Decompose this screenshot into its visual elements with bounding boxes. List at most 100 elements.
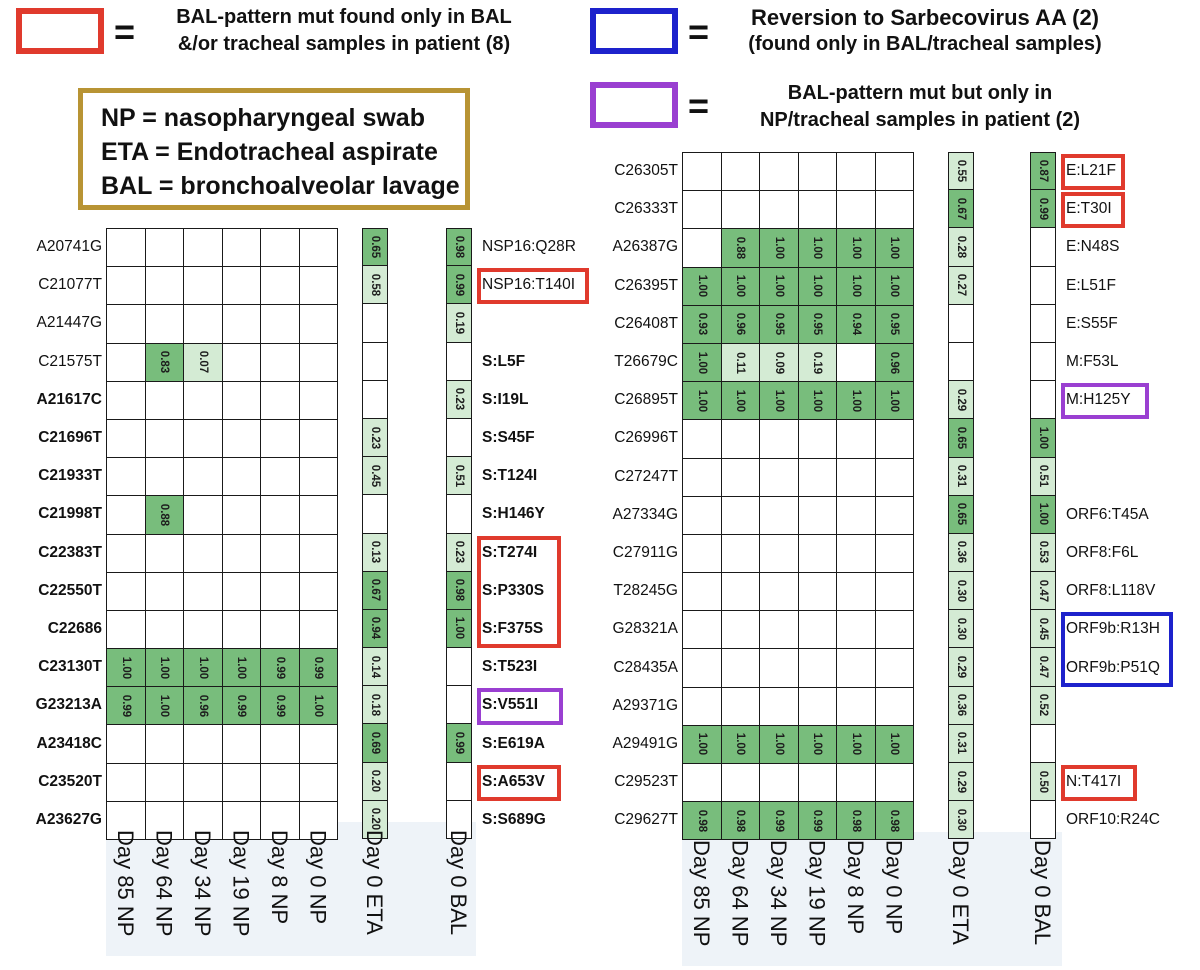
np-cell	[874, 190, 914, 230]
np-cell: 1.00	[682, 381, 722, 421]
left-axis-background	[106, 822, 476, 956]
legend-purple-text: BAL-pattern mut but only in NP/tracheal …	[710, 80, 1130, 134]
nt-mutation-label: C29523T	[614, 773, 678, 791]
np-cell	[298, 724, 338, 764]
np-cell: 0.96	[183, 686, 223, 726]
np-cell: 1.00	[682, 724, 722, 765]
cell-value: 0.30	[955, 579, 967, 602]
grid-row	[682, 686, 914, 726]
np-cell	[797, 495, 837, 535]
eta-cell: 0.30	[948, 572, 974, 611]
cell-value: 0.18	[369, 693, 381, 717]
cell-value: 0.23	[453, 540, 465, 564]
cell-value: 1.00	[695, 389, 708, 412]
np-cell	[183, 266, 223, 306]
bal-cell: 0.99	[446, 724, 472, 763]
column-header: Day 0 BAL	[1030, 840, 1055, 946]
eta-cell	[362, 380, 388, 419]
aa-mutation-label: ORF10:R24C	[1066, 811, 1160, 829]
bal-cell: 0.23	[446, 380, 472, 419]
bal-cell: 1.00	[1030, 419, 1056, 458]
np-cell	[720, 686, 760, 726]
np-cell: 0.88	[144, 495, 184, 535]
column-header: Day 0 BAL	[446, 830, 471, 936]
cell-value: 1.00	[1037, 503, 1049, 526]
np-cell	[759, 457, 799, 497]
np-cell	[183, 762, 223, 802]
np-cell	[260, 342, 300, 382]
cell-value: 0.45	[1037, 617, 1049, 641]
grid-row	[106, 533, 338, 573]
cell-value: 0.23	[369, 426, 381, 449]
np-cell: 1.00	[759, 228, 799, 268]
nt-mutation-label: A29491G	[612, 735, 679, 752]
np-cell	[144, 571, 184, 611]
cell-value: 1.00	[888, 733, 901, 756]
cell-value: 0.19	[453, 311, 465, 335]
legend-blue-line1: Reversion to Sarbecovirus AA (2)	[750, 5, 1100, 30]
aa-mutation-label: S:T124I	[482, 467, 538, 485]
np-cell	[298, 380, 338, 420]
grid-row	[682, 151, 914, 192]
highlight-purple-box	[477, 688, 563, 725]
cell-value: 0.30	[955, 808, 967, 831]
nt-mutation-label: C27247T	[614, 467, 678, 485]
eta-cell: 0.65	[948, 419, 974, 458]
column-header: Day 85 NP	[113, 830, 138, 937]
bal-cell	[446, 762, 472, 801]
bal-cell	[1030, 724, 1056, 763]
bal-cell: 0.99	[446, 266, 472, 305]
np-cell	[144, 418, 184, 459]
aa-mutation-label: S:L5F	[482, 352, 526, 370]
legend-blue-swatch	[590, 8, 678, 54]
np-cell	[797, 648, 837, 688]
eta-cell: 0.55	[948, 152, 974, 191]
cell-value: 0.67	[369, 579, 381, 602]
grid-row	[682, 648, 914, 688]
np-cell	[298, 342, 338, 382]
np-cell	[298, 609, 338, 650]
np-cell: 0.94	[836, 304, 876, 344]
eta-cell: 0.27	[948, 266, 974, 305]
np-cell	[797, 762, 837, 803]
np-cell	[183, 800, 223, 841]
np-cell	[260, 533, 300, 573]
cell-value: 0.52	[1037, 694, 1049, 717]
cell-value: 0.96	[734, 313, 747, 336]
highlight-red-box	[1061, 765, 1137, 802]
bal-cell: 0.50	[1030, 763, 1056, 802]
np-cell	[298, 304, 338, 344]
np-cell	[298, 266, 338, 306]
cell-value: 0.95	[772, 313, 785, 336]
np-cell: 0.83	[144, 342, 184, 382]
right-panel-np-grid: 0.88 1.00 1.00 1.00 1.00 1.00 1.00 1.00 1.00 1.00…	[682, 151, 914, 841]
np-cell	[759, 151, 799, 192]
np-cell	[759, 572, 799, 612]
bal-cell: 0.98	[446, 228, 472, 267]
np-cell	[682, 572, 722, 612]
definition-bal: BAL = bronchoalveolar lavage	[101, 172, 460, 200]
np-cell	[221, 227, 261, 268]
np-cell	[797, 419, 837, 459]
aa-mutation-label: S:S689G	[482, 811, 546, 828]
np-cell	[874, 610, 914, 650]
np-cell	[221, 533, 261, 573]
np-cell	[874, 572, 914, 612]
eta-cell	[362, 495, 388, 534]
bal-cell: 0.47	[1030, 648, 1056, 687]
aa-mutation-label: ORF8:F6L	[1066, 544, 1139, 561]
aa-mutation-label: NSP16:T140I	[482, 276, 576, 294]
cell-value: 0.99	[453, 731, 465, 755]
np-cell	[682, 686, 722, 726]
cell-value: 1.00	[158, 694, 171, 718]
np-cell: 0.98	[682, 801, 722, 841]
np-cell: 0.95	[759, 304, 799, 344]
bal-cell	[1030, 304, 1056, 343]
np-cell	[797, 190, 837, 230]
cell-value: 0.14	[369, 655, 381, 678]
np-cell: 0.93	[682, 304, 722, 344]
np-cell	[221, 609, 261, 650]
cell-value: 1.00	[772, 389, 785, 412]
legend-red-line1: BAL-pattern mut found only in BAL	[176, 6, 512, 28]
nt-mutation-label: C21575T	[38, 352, 102, 370]
